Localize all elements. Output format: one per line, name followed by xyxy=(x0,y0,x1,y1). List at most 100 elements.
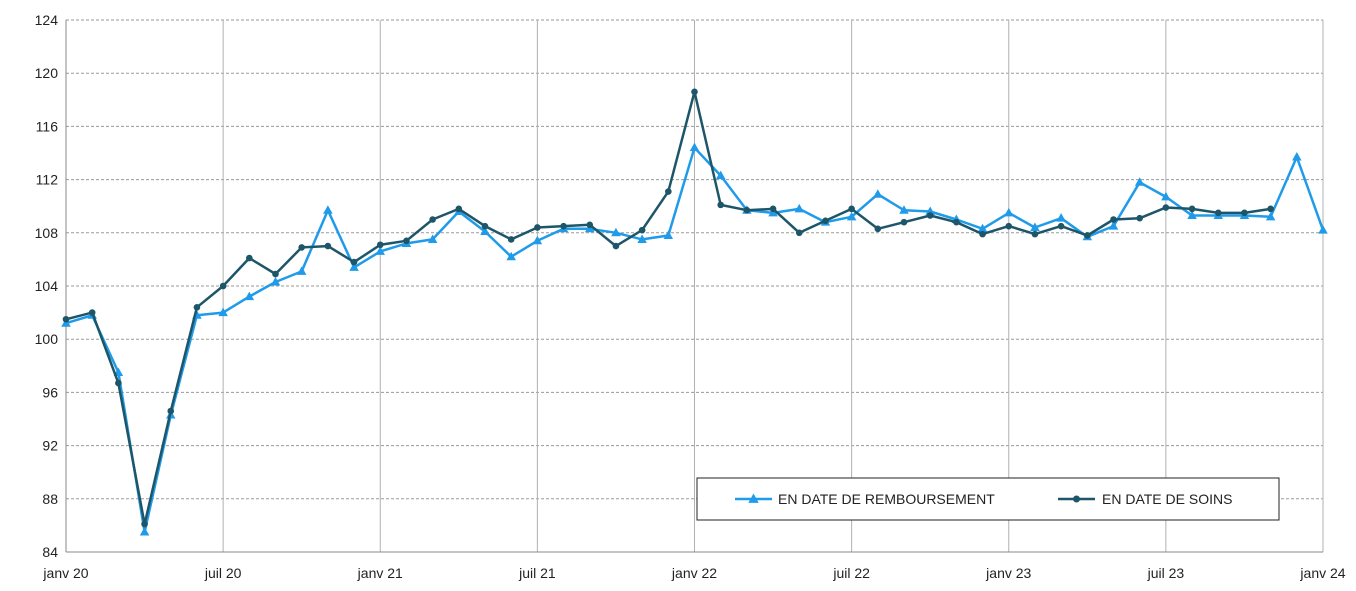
data-point xyxy=(1214,209,1222,217)
legend: EN DATE DE REMBOURSEMENT EN DATE DE SOIN… xyxy=(696,477,1280,521)
data-point xyxy=(376,241,384,249)
data-point xyxy=(349,262,359,271)
y-tick-label: 108 xyxy=(35,225,59,241)
data-point xyxy=(926,212,934,219)
data-point xyxy=(1265,211,1276,221)
data-point xyxy=(794,203,804,213)
data-point xyxy=(715,170,726,180)
data-point xyxy=(1134,177,1145,186)
data-point xyxy=(324,242,332,250)
data-point xyxy=(979,230,986,238)
data-point xyxy=(1292,151,1302,161)
data-point xyxy=(481,222,489,230)
data-point xyxy=(219,282,227,290)
data-point xyxy=(427,234,438,243)
x-tick-label: juil 20 xyxy=(204,565,242,581)
data-point xyxy=(717,201,724,209)
data-point xyxy=(1031,230,1039,238)
data-point xyxy=(272,270,279,278)
legend-marker-triangle-icon xyxy=(748,493,759,503)
data-point xyxy=(1136,214,1143,222)
data-point xyxy=(1318,225,1328,234)
data-point xyxy=(62,315,70,323)
data-point xyxy=(665,188,672,195)
data-point xyxy=(1161,191,1171,201)
data-point xyxy=(1084,232,1091,239)
data-point xyxy=(88,309,96,316)
x-tick-label: juil 23 xyxy=(1147,565,1185,581)
data-point xyxy=(637,234,647,243)
data-point xyxy=(586,221,594,229)
data-point xyxy=(874,225,882,233)
x-tick-label: janv 20 xyxy=(42,565,88,581)
data-point xyxy=(480,226,490,235)
data-point xyxy=(795,229,803,237)
y-tick-label: 84 xyxy=(42,544,58,560)
x-tick-label: juil 22 xyxy=(832,565,870,581)
data-point xyxy=(139,527,150,536)
x-tick-label: janv 23 xyxy=(985,565,1031,581)
x-tick-label: janv 21 xyxy=(357,565,403,581)
x-tick-labels: janv 20 juil 20 janv 21 juil 21 janv 22 juil … xyxy=(42,565,1345,581)
data-point xyxy=(115,379,122,387)
data-point xyxy=(323,205,333,214)
data-point xyxy=(403,237,410,245)
data-point xyxy=(900,218,908,226)
data-point xyxy=(925,206,935,216)
y-tick-label: 124 xyxy=(35,12,59,28)
data-point xyxy=(296,266,307,275)
data-point xyxy=(534,224,541,231)
x-tick-label: juil 21 xyxy=(518,565,556,581)
y-tick-label: 116 xyxy=(36,118,59,134)
data-point xyxy=(1241,209,1248,217)
data-point xyxy=(638,226,646,234)
legend-item-soins: EN DATE DE SOINS xyxy=(1058,491,1232,507)
data-point xyxy=(1004,207,1014,217)
y-tick-label: 88 xyxy=(42,491,58,507)
data-point xyxy=(612,242,620,250)
data-point xyxy=(1056,213,1066,222)
data-point xyxy=(1030,222,1040,231)
legend-box xyxy=(696,477,1280,521)
legend-label-soins: EN DATE DE SOINS xyxy=(1102,491,1232,507)
y-tick-labels: 84 88 92 96 100 104 108 112 116 120 124 xyxy=(35,12,59,560)
data-point xyxy=(507,236,515,243)
data-point xyxy=(270,277,281,286)
data-point xyxy=(848,205,855,213)
series-0 xyxy=(61,142,1328,536)
data-point xyxy=(611,227,621,237)
data-point xyxy=(350,258,358,266)
data-point xyxy=(689,142,700,152)
data-point xyxy=(691,88,698,96)
data-point xyxy=(167,407,175,415)
legend-item-remboursement: EN DATE DE REMBOURSEMENT xyxy=(735,491,995,507)
data-point xyxy=(1005,222,1013,230)
series-lines xyxy=(61,88,1328,536)
data-point xyxy=(1057,222,1065,230)
data-point xyxy=(244,291,255,301)
data-point xyxy=(246,254,253,262)
data-point xyxy=(899,205,909,214)
data-point xyxy=(1108,221,1119,230)
axes xyxy=(65,20,1323,553)
series-1 xyxy=(62,88,1274,528)
data-point xyxy=(298,244,305,251)
data-point xyxy=(1187,210,1197,220)
y-tick-label: 120 xyxy=(35,65,59,81)
y-tick-label: 96 xyxy=(42,384,58,400)
data-point xyxy=(141,520,148,528)
y-tick-label: 104 xyxy=(35,278,59,294)
y-tick-label: 92 xyxy=(42,438,58,454)
data-point xyxy=(560,222,567,230)
data-point xyxy=(953,218,960,226)
y-tick-label: 100 xyxy=(35,331,59,347)
data-point xyxy=(1162,204,1170,211)
data-point xyxy=(375,246,385,255)
legend-marker-circle-icon xyxy=(1073,495,1080,503)
data-point xyxy=(769,205,777,213)
data-point xyxy=(846,211,857,221)
data-point xyxy=(532,235,543,245)
data-point xyxy=(218,307,228,317)
legend-label-remboursement: EN DATE DE REMBOURSEMENT xyxy=(778,491,995,507)
data-point xyxy=(663,230,674,239)
